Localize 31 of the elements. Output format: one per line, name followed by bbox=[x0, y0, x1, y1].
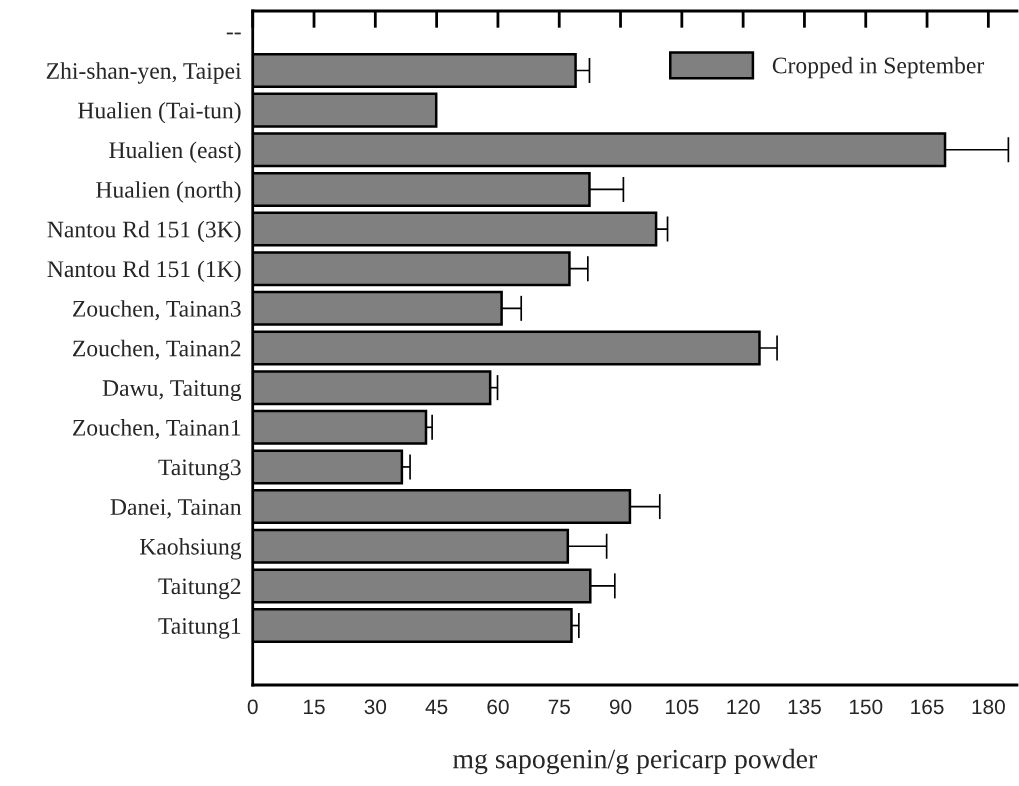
x-tick-label: 180 bbox=[972, 699, 1005, 715]
y-tick-label: Zouchen, Tainan1 bbox=[73, 419, 241, 440]
y-tick-label: Taitung3 bbox=[158, 459, 241, 481]
x-tick-label: 45 bbox=[425, 699, 448, 715]
y-tick-label: Hualien (north) bbox=[96, 181, 241, 203]
x-tick-label: 15 bbox=[304, 699, 325, 715]
y-tick-label: -- bbox=[226, 32, 241, 35]
y-tick-label: Zhi-shan-yen, Taipei bbox=[46, 62, 242, 84]
y-tick-label: Nantou Rd 151 (1K) bbox=[47, 260, 241, 282]
x-tick-label: 90 bbox=[609, 699, 632, 715]
y-tick-label: Nantou Rd 151 (3K) bbox=[47, 220, 241, 243]
x-axis-title: mg sapogenin/g pericarp powder bbox=[452, 748, 818, 775]
x-tick-label: 120 bbox=[727, 699, 760, 715]
x-tick-label: 0 bbox=[247, 699, 258, 715]
y-tick-label: Hualien (east) bbox=[109, 141, 241, 163]
x-tick-label: 60 bbox=[487, 699, 509, 715]
y-tick-label: Danei, Tainan bbox=[110, 499, 242, 519]
x-tick-label: 150 bbox=[849, 699, 883, 715]
y-tick-label: Zouchen, Tainan2 bbox=[73, 339, 241, 360]
x-tick-label: 105 bbox=[666, 699, 699, 715]
y-tick-label: Kaohsiung bbox=[139, 538, 242, 560]
x-tick-label: 30 bbox=[364, 699, 387, 715]
x-tick-label: 75 bbox=[548, 699, 570, 715]
y-tick-label: Hualien (Tai-tun) bbox=[78, 101, 241, 124]
y-tick-label: Taitung2 bbox=[158, 578, 241, 600]
x-tick-label: 165 bbox=[911, 699, 944, 715]
y-tick-label: Zouchen, Tainan3 bbox=[73, 300, 241, 321]
y-tick-label: Taitung1 bbox=[158, 618, 241, 639]
y-tick-label: Dawu, Taitung bbox=[102, 380, 242, 401]
x-tick-label: 135 bbox=[788, 699, 821, 715]
legend-label: Cropped in September bbox=[772, 56, 985, 79]
